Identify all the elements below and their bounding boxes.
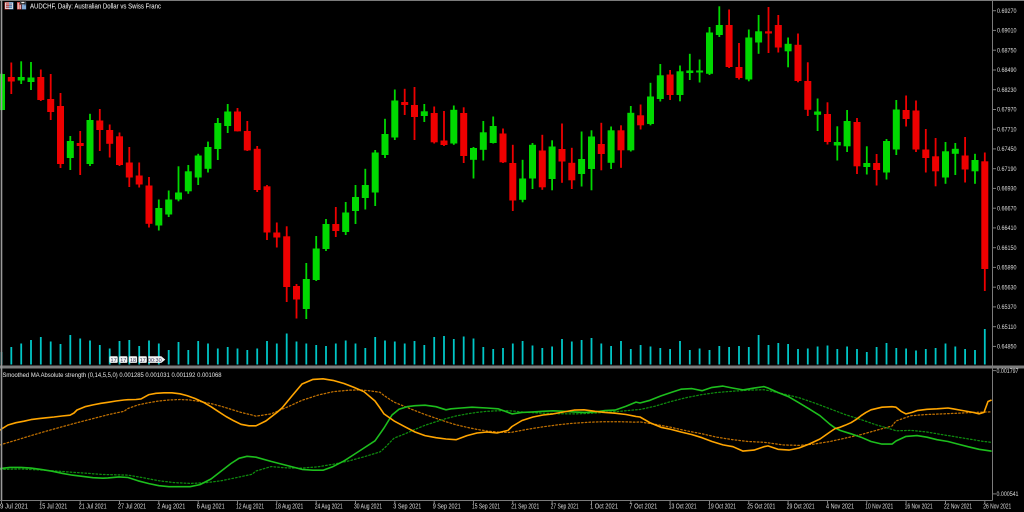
svg-text:0.66150: 0.66150 [997, 245, 1017, 252]
svg-text:0.66930: 0.66930 [997, 186, 1017, 193]
svg-text:3 Sep 2021: 3 Sep 2021 [393, 504, 421, 511]
svg-text:0.67710: 0.67710 [997, 126, 1017, 133]
svg-text:00:30: 00:30 [148, 358, 162, 364]
svg-text:0.65890: 0.65890 [997, 265, 1017, 272]
svg-text:0.65110: 0.65110 [997, 324, 1017, 331]
svg-text:22 Nov 2021: 22 Nov 2021 [944, 504, 972, 511]
svg-text:30 Aug 2021: 30 Aug 2021 [354, 504, 382, 511]
svg-text:18: 18 [130, 358, 136, 364]
svg-text:0.68490: 0.68490 [997, 67, 1017, 74]
svg-text:24 Aug 2021: 24 Aug 2021 [315, 504, 343, 511]
svg-text:0.69270: 0.69270 [997, 8, 1017, 15]
svg-text:17: 17 [111, 358, 117, 364]
svg-text:18 Aug 2021: 18 Aug 2021 [275, 504, 303, 511]
svg-text:27 Jul 2021: 27 Jul 2021 [118, 504, 146, 511]
svg-text:0.68230: 0.68230 [997, 87, 1017, 94]
svg-text:15 Jul 2021: 15 Jul 2021 [39, 504, 67, 511]
svg-text:4 Nov 2021: 4 Nov 2021 [826, 504, 854, 511]
svg-text:2 Aug 2021: 2 Aug 2021 [157, 504, 185, 511]
svg-text:21 Sep 2021: 21 Sep 2021 [511, 504, 539, 511]
svg-text:0.65630: 0.65630 [997, 284, 1017, 291]
svg-text:0.67450: 0.67450 [997, 146, 1017, 153]
svg-text:7 Oct 2021: 7 Oct 2021 [629, 504, 657, 511]
svg-text:AUDCHF, Daily: Australian Dol: AUDCHF, Daily: Australian Dollar vs Swis… [30, 2, 161, 11]
svg-text:Smoothed MA Absolute strength: Smoothed MA Absolute strength (0,14,5,5,… [3, 372, 223, 379]
svg-text:17: 17 [120, 358, 126, 364]
svg-text:12 Aug 2021: 12 Aug 2021 [236, 504, 264, 511]
svg-text:0.67970: 0.67970 [997, 107, 1017, 114]
svg-text:25 Oct 2021: 25 Oct 2021 [747, 504, 775, 511]
svg-text:0.66410: 0.66410 [997, 225, 1017, 232]
svg-text:19 Oct 2021: 19 Oct 2021 [708, 504, 736, 511]
svg-text:27 Sep 2021: 27 Sep 2021 [551, 504, 579, 511]
svg-text:9 Jul 2021: 9 Jul 2021 [0, 504, 28, 511]
svg-text:0.000541: 0.000541 [997, 491, 1019, 498]
svg-text:1 Oct 2021: 1 Oct 2021 [590, 504, 618, 511]
svg-text:21 Jul 2021: 21 Jul 2021 [79, 504, 107, 511]
svg-text:10 Nov 2021: 10 Nov 2021 [865, 504, 893, 511]
svg-text:0.64850: 0.64850 [997, 344, 1017, 351]
svg-text:0.001797: 0.001797 [997, 368, 1019, 375]
svg-text:0.65370: 0.65370 [997, 304, 1017, 311]
svg-text:0.68750: 0.68750 [997, 47, 1017, 54]
svg-text:0.66670: 0.66670 [997, 205, 1017, 212]
svg-text:15 Sep 2021: 15 Sep 2021 [472, 504, 500, 511]
svg-text:29 Oct 2021: 29 Oct 2021 [787, 504, 815, 511]
svg-text:0.67190: 0.67190 [997, 166, 1017, 173]
svg-text:0.69010: 0.69010 [997, 28, 1017, 35]
svg-text:13 Oct 2021: 13 Oct 2021 [669, 504, 697, 511]
svg-text:16 Nov 2021: 16 Nov 2021 [905, 504, 933, 511]
svg-text:26 Nov 2021: 26 Nov 2021 [983, 504, 1011, 511]
svg-text:6 Aug 2021: 6 Aug 2021 [197, 504, 225, 511]
svg-text:9 Sep 2021: 9 Sep 2021 [433, 504, 461, 511]
svg-text:17: 17 [140, 358, 146, 364]
